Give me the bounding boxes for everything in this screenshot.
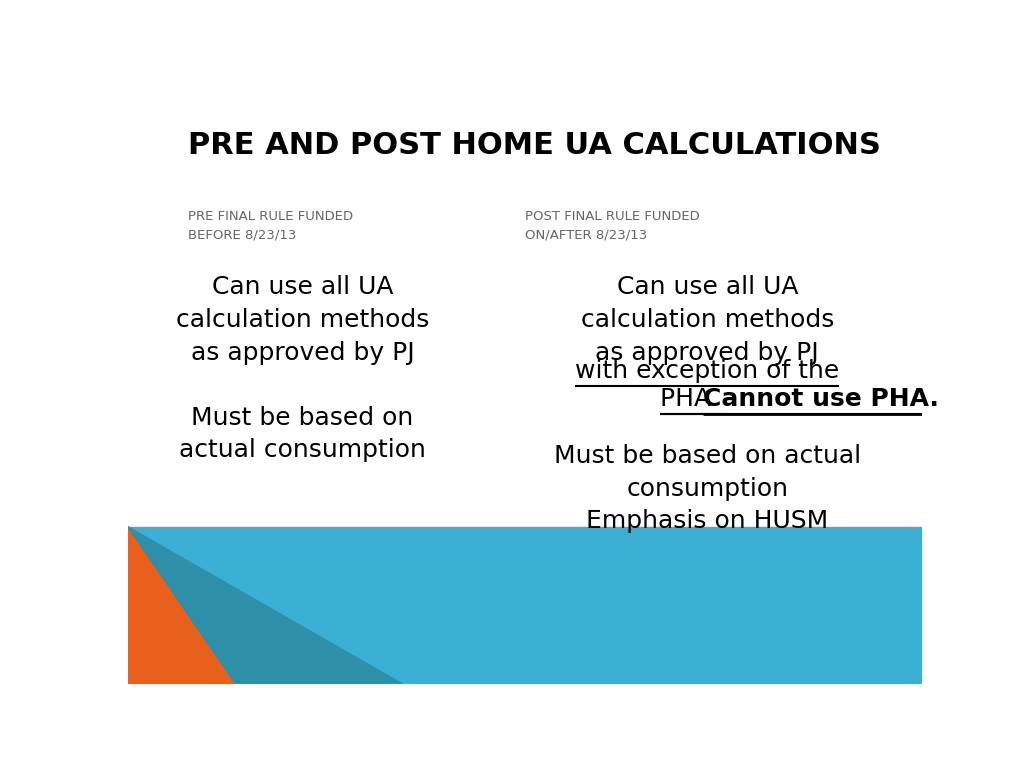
Text: Must be based on actual
consumption: Must be based on actual consumption	[554, 444, 861, 501]
Text: Can use all UA
calculation methods
as approved by PJ: Can use all UA calculation methods as ap…	[581, 276, 834, 365]
Polygon shape	[128, 527, 401, 684]
Text: Can use all UA
calculation methods
as approved by PJ: Can use all UA calculation methods as ap…	[176, 276, 429, 365]
Text: PHA.: PHA.	[659, 387, 726, 411]
Text: PRE FINAL RULE FUNDED
BEFORE 8/23/13: PRE FINAL RULE FUNDED BEFORE 8/23/13	[187, 210, 352, 241]
Polygon shape	[128, 527, 299, 684]
Text: with exception of the: with exception of the	[575, 359, 840, 383]
Text: POST FINAL RULE FUNDED
ON/AFTER 8/23/13: POST FINAL RULE FUNDED ON/AFTER 8/23/13	[524, 210, 699, 241]
Text: Cannot use PHA.: Cannot use PHA.	[703, 387, 939, 411]
Text: PRE AND POST HOME UA CALCULATIONS: PRE AND POST HOME UA CALCULATIONS	[187, 131, 881, 160]
Text: Must be based on
actual consumption: Must be based on actual consumption	[179, 406, 426, 462]
Polygon shape	[128, 527, 922, 684]
Text: Emphasis on HUSM: Emphasis on HUSM	[586, 509, 828, 533]
